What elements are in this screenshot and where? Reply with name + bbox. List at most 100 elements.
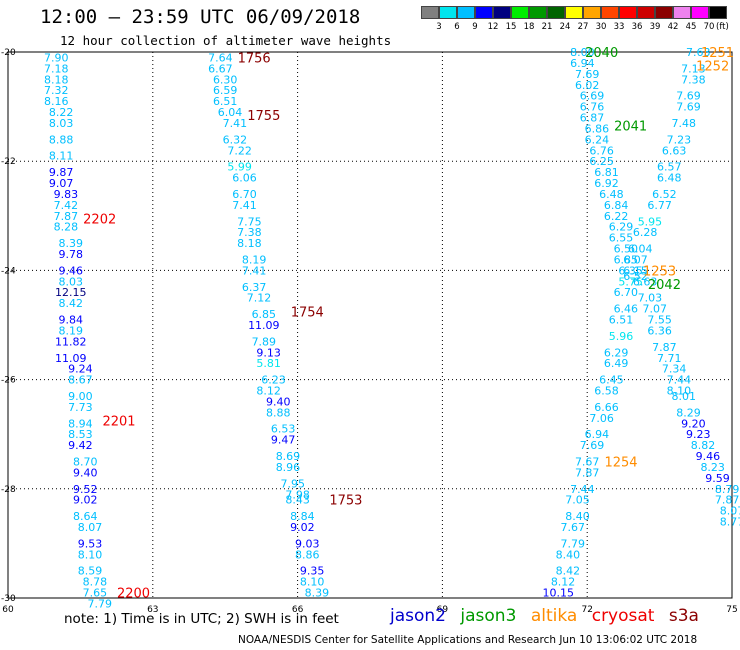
data-point: 7.13 [681,62,706,75]
colorbar-label: 12 [487,22,499,32]
data-point: 6.30 [213,73,238,86]
data-point: 8.82 [691,439,716,452]
x-tick-label: 60 [2,605,14,615]
data-point: 7.69 [580,439,605,452]
data-point: 9.23 [686,428,711,441]
data-point: 7.41 [223,117,248,130]
pass-time-label: 1753 [329,494,362,509]
data-point: 6.55 [609,232,634,245]
data-point: 6.51 [609,314,634,327]
data-point: 7.89 [252,335,277,348]
data-point: 8.43 [285,494,310,507]
data-point: 6.22 [604,210,629,223]
data-point: 6.48 [599,188,624,201]
data-point: 7.34 [662,363,687,376]
legend-altika: altika [530,606,578,626]
pass-time-label: 1754 [291,305,324,320]
colorbar-label: 70 [703,22,715,32]
data-point: 5.75 [618,275,643,288]
pass-time-label: 2042 [648,278,681,293]
colorbar-label: 27 [577,22,589,32]
data-point: 9.42 [68,439,93,452]
data-point: 6.84 [604,199,629,212]
data-point: 6.28 [633,226,658,239]
data-point: 5.99 [227,161,252,174]
colorbar-label: 39 [649,22,661,32]
data-point: 8.70 [73,456,98,469]
data-point: 7.06 [589,412,614,425]
data-point: 6.53 [271,423,296,436]
data-point: 6.85 [614,253,639,266]
colorbar-cell [493,6,511,19]
data-point: 8.03 [58,275,83,288]
data-point: 8.39 [58,237,83,250]
data-point: 9.46 [696,450,721,463]
colorbar-cell [637,6,655,19]
data-point: 9.46 [58,264,83,277]
data-point: 8.07 [78,521,103,534]
colorbar-cell [565,6,583,19]
data-point: 8.16 [44,95,69,108]
data-point: 7.12 [247,292,272,305]
data-point: 12.15 [55,286,87,299]
data-point: 8.22 [49,106,74,119]
chart-subtitle: 12 hour collection of altimeter wave hei… [60,33,392,48]
data-point: 8.96 [276,461,301,474]
data-point: 8.18 [237,237,262,250]
data-point: 9.84 [58,314,83,327]
data-point: 6.70 [614,286,639,299]
colorbar-label: 24 [559,22,571,32]
data-point: 11.82 [55,335,87,348]
data-point: 7.41 [232,199,257,212]
data-point: 7.42 [54,199,79,212]
data-point: 5.95 [638,215,663,228]
data-point: 9.59 [705,472,730,485]
plot-frame [7,51,733,599]
colorbar-cell [709,6,727,19]
data-point: 8.67 [68,374,93,387]
pass-time-label: 1756 [238,51,271,66]
colorbar-label: 33 [613,22,625,32]
data-point: 6.94 [570,57,595,70]
data-point: 6.29 [604,346,629,359]
x-tick-label: 66 [292,605,304,615]
legend-s3a: s3a [668,606,699,626]
colorbar-label: 15 [505,22,517,32]
data-point: 7.18 [44,62,69,75]
colorbar-label: 3 [436,22,442,32]
colorbar-cell [583,6,601,19]
data-point: 6.87 [580,112,605,125]
colorbar-label: 6 [454,22,460,32]
data-point: 6.67 [208,62,233,75]
pass-time-label: 2041 [614,120,647,135]
data-point: 6.85 [252,308,277,321]
colorbar-label: 30 [595,22,607,32]
data-point: 9.40 [266,395,291,408]
data-point: 8.78 [83,576,108,589]
data-point: 7.23 [667,133,692,146]
data-point: 7.44 [667,374,692,387]
data-point: 8.19 [242,253,267,266]
data-point: 9.03 [295,537,320,550]
data-point: 8.84 [290,510,315,523]
data-point: 8.69 [276,450,301,463]
data-point: 8.53 [68,428,93,441]
data-point: 7.79 [560,537,585,550]
data-point: 6.52 [623,270,648,283]
data-point: 7.69 [676,101,701,114]
data-point: 7.07 [643,303,668,316]
data-point: 7.63 [686,46,711,59]
data-point: 9.40 [73,466,98,479]
data-point: 7.44 [570,483,595,496]
pass-time-label: 1253 [643,264,676,279]
colorbar-label: 18 [523,22,535,32]
data-point: 8.39 [305,587,330,600]
data-point: 6.69 [580,90,605,103]
colorbar-label: 9 [472,22,478,32]
y-tick-label: -30 [1,594,16,604]
x-tick-label: 72 [581,605,592,615]
satellite-legend: jason2 jason3 altika cryosat s3a [390,606,708,626]
data-point: 8.88 [266,406,291,419]
data-point: 7.79 [87,597,112,610]
data-point: 6.02 [575,79,600,92]
